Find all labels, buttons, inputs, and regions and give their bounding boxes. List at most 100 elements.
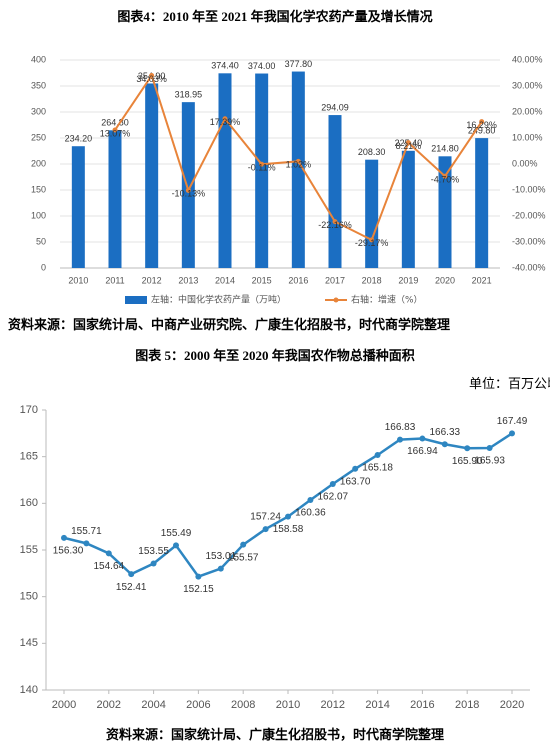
- y-tick-label: 50: [36, 236, 46, 246]
- legend-swatch: [125, 296, 147, 304]
- data-label: -10.13%: [172, 189, 206, 199]
- y-tick-label: 165: [20, 451, 38, 463]
- x-tick-label: 2021: [472, 275, 492, 285]
- point: [397, 436, 403, 443]
- data-label: 165.90: [452, 456, 483, 467]
- data-label: 214.80: [431, 144, 459, 154]
- growth-point: [185, 187, 191, 193]
- x-tick-label: 2018: [455, 699, 479, 711]
- y-tick-label: 155: [20, 544, 38, 556]
- data-label: 153.55: [138, 546, 169, 557]
- point: [240, 541, 247, 548]
- y-tick-label: 145: [20, 637, 38, 649]
- x-tick-label: 2006: [186, 699, 210, 711]
- data-label: 156.30: [53, 546, 84, 557]
- data-label: 374.00: [248, 61, 276, 71]
- data-label: 155.71: [71, 526, 102, 537]
- point: [173, 542, 179, 549]
- x-tick-label: 2010: [276, 699, 300, 711]
- data-label: 294.09: [321, 102, 349, 112]
- y2-tick-label: -10.00%: [512, 184, 546, 194]
- data-label: 16.29%: [466, 120, 497, 130]
- legend-swatch: [333, 297, 339, 303]
- bar: [218, 73, 232, 268]
- data-label: 208.30: [358, 147, 386, 157]
- bar: [401, 150, 415, 268]
- y-tick-label: 350: [31, 80, 46, 90]
- figure-title: 图表 5：2000 年至 2020 年我国农作物总播种面积: [135, 348, 415, 363]
- x-tick-label: 2014: [365, 699, 389, 711]
- bar: [108, 130, 122, 268]
- bar: [255, 73, 269, 269]
- data-label: 163.70: [340, 476, 371, 487]
- bar: [365, 159, 379, 268]
- data-label: -29.17%: [355, 238, 389, 248]
- data-label: -0.11%: [248, 163, 276, 173]
- data-label: 155.57: [228, 552, 259, 563]
- data-label: 17.39%: [210, 117, 241, 127]
- source-note: 资料来源：国家统计局、中商产业研究院、广康生化招股书，时代商学院整理: [8, 317, 450, 332]
- x-tick-label: 2004: [141, 699, 165, 711]
- point: [61, 534, 67, 541]
- x-tick-label: 2019: [398, 275, 418, 285]
- data-label: 152.41: [116, 582, 147, 593]
- data-label: 165.93: [474, 456, 505, 467]
- y2-tick-label: 40.00%: [512, 54, 543, 64]
- bar: [71, 146, 85, 268]
- data-label: 160.36: [295, 508, 326, 519]
- x-tick-label: 2002: [97, 699, 121, 711]
- data-label: 166.94: [407, 446, 438, 457]
- x-tick-label: 2013: [178, 275, 198, 285]
- y2-tick-label: -30.00%: [512, 236, 546, 246]
- point: [195, 573, 202, 580]
- y2-tick-label: 10.00%: [512, 132, 543, 142]
- bar: [145, 83, 159, 269]
- point: [150, 560, 157, 567]
- x-tick-label: 2000: [52, 699, 76, 711]
- growth-point: [149, 73, 155, 79]
- data-label: 318.95: [175, 90, 203, 100]
- point: [509, 430, 515, 437]
- point: [352, 465, 359, 472]
- point: [83, 540, 90, 547]
- y-tick-label: 160: [20, 497, 38, 509]
- data-label: 166.83: [385, 422, 416, 433]
- data-label: 8.21%: [396, 141, 422, 151]
- growth-point: [112, 127, 118, 133]
- x-tick-label: 2020: [435, 275, 455, 285]
- point: [329, 481, 336, 488]
- point: [464, 445, 471, 452]
- data-label: 1.02%: [286, 160, 312, 170]
- data-label: 249.80: [468, 125, 496, 135]
- y-tick-label: 150: [20, 591, 38, 603]
- source-note: 资料来源：国家统计局、广康生化招股书，时代商学院整理: [106, 727, 444, 742]
- data-label: -4.70%: [431, 175, 460, 185]
- growth-point: [442, 173, 448, 179]
- growth-point: [369, 237, 375, 243]
- y-tick-label: 250: [31, 132, 46, 142]
- y2-tick-label: 0.00%: [512, 158, 538, 168]
- data-label: 162.07: [318, 492, 349, 503]
- point: [285, 513, 291, 520]
- point: [486, 444, 493, 451]
- y2-tick-label: -40.00%: [512, 262, 546, 272]
- bar: [181, 102, 195, 269]
- y2-tick-label: 20.00%: [512, 106, 543, 116]
- y-tick-label: 0: [41, 262, 46, 272]
- growth-point: [259, 161, 265, 167]
- x-tick-label: 2017: [325, 275, 345, 285]
- point: [441, 441, 448, 448]
- data-label: 234.20: [65, 134, 93, 144]
- data-label: 377.80: [285, 59, 313, 69]
- y-tick-label: 140: [20, 684, 38, 696]
- point: [374, 451, 381, 458]
- growth-point: [479, 119, 485, 125]
- data-label: 152.15: [183, 584, 214, 595]
- legend-label: 右轴：增速（%）: [351, 294, 423, 306]
- data-label: 264.80: [101, 118, 129, 128]
- bar: [438, 156, 452, 268]
- point: [128, 571, 135, 578]
- point: [307, 496, 314, 503]
- y2-tick-label: 30.00%: [512, 80, 543, 90]
